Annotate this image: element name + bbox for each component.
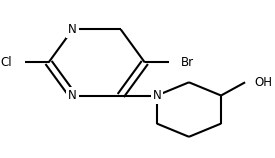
Text: Cl: Cl bbox=[1, 56, 12, 69]
Text: N: N bbox=[68, 89, 77, 102]
Text: Br: Br bbox=[180, 56, 194, 69]
Text: N: N bbox=[153, 89, 161, 102]
Text: N: N bbox=[68, 23, 77, 36]
Text: OH: OH bbox=[254, 76, 272, 89]
